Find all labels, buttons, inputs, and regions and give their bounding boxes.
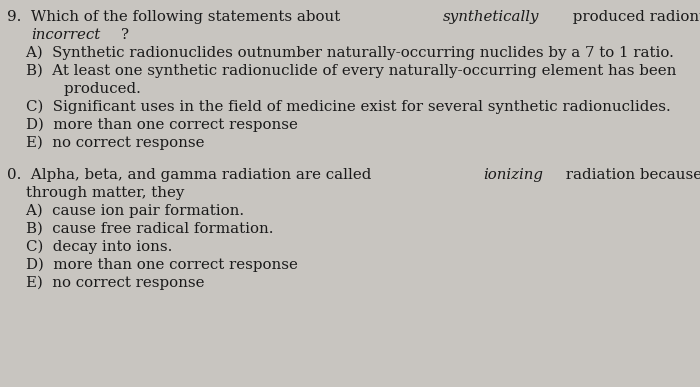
Text: radiation because, as they travel: radiation because, as they travel	[561, 168, 700, 182]
Text: through matter, they: through matter, they	[7, 186, 184, 200]
Text: D)  more than one correct response: D) more than one correct response	[7, 258, 298, 272]
Text: C)  decay into ions.: C) decay into ions.	[7, 240, 172, 254]
Text: ionizing: ionizing	[483, 168, 543, 182]
Text: 0.  Alpha, beta, and gamma radiation are called: 0. Alpha, beta, and gamma radiation are …	[7, 168, 376, 182]
Text: B)  At least one synthetic radionuclide of every naturally-occurring element has: B) At least one synthetic radionuclide o…	[7, 64, 676, 79]
Text: incorrect: incorrect	[32, 28, 101, 42]
Text: ?: ?	[121, 28, 129, 42]
Text: A)  cause ion pair formation.: A) cause ion pair formation.	[7, 204, 244, 218]
Text: produced.: produced.	[7, 82, 141, 96]
Text: B)  cause free radical formation.: B) cause free radical formation.	[7, 222, 274, 236]
Text: E)  no correct response: E) no correct response	[7, 136, 204, 151]
Text: produced radionuclides is: produced radionuclides is	[568, 10, 700, 24]
Text: 9.  Which of the following statements about: 9. Which of the following statements abo…	[7, 10, 345, 24]
Text: D)  more than one correct response: D) more than one correct response	[7, 118, 298, 132]
Text: A)  Synthetic radionuclides outnumber naturally-occurring nuclides by a 7 to 1 r: A) Synthetic radionuclides outnumber nat…	[7, 46, 674, 60]
Text: synthetically: synthetically	[443, 10, 540, 24]
Text: C)  Significant uses in the field of medicine exist for several synthetic radion: C) Significant uses in the field of medi…	[7, 100, 671, 115]
Text: E)  no correct response: E) no correct response	[7, 276, 204, 290]
